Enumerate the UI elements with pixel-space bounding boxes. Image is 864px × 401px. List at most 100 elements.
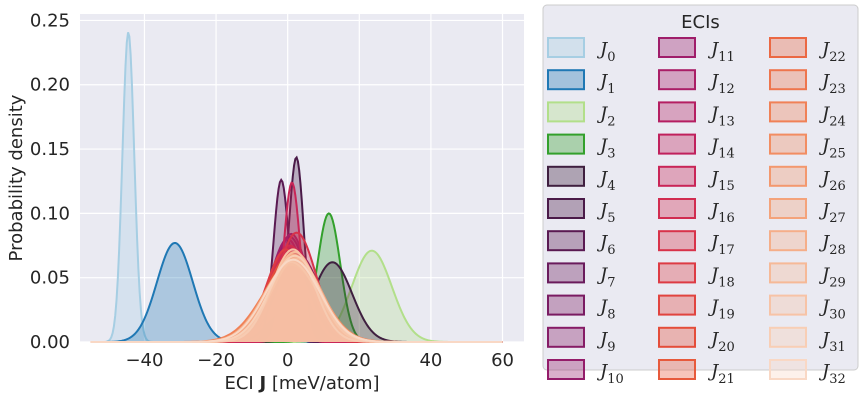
density-fill-J11 (90, 239, 503, 342)
density-fill-J14 (90, 246, 503, 342)
density-fill-J29 (90, 251, 503, 342)
legend-label-J31: J31 (818, 329, 846, 355)
x-tick-label: −40 (125, 350, 163, 371)
density-fill-J17 (90, 232, 503, 342)
legend-swatch-J32 (769, 359, 807, 380)
legend-label-J21: J21 (707, 361, 735, 387)
y-tick-label: 0.10 (30, 203, 70, 224)
y-tick-label: 0.25 (30, 10, 70, 31)
legend-frame (542, 4, 859, 371)
legend-label-J17: J17 (707, 232, 735, 258)
density-fill-J30 (90, 249, 503, 342)
legend-label-J20: J20 (707, 329, 735, 355)
x-tick-label: 60 (491, 350, 514, 371)
density-fill-J28 (90, 262, 503, 342)
density-fill-J32 (90, 259, 503, 342)
legend-swatch-J29 (769, 262, 807, 284)
y-tick-labels: 0.00 0.05 0.10 0.15 0.20 0.25 (30, 10, 70, 353)
legend-label-J24: J24 (818, 103, 846, 129)
legend-label-J4: J4 (596, 168, 616, 194)
legend-swatch-J16 (658, 198, 696, 219)
x-axis-label: ECI J [meV/atom] (224, 373, 379, 394)
legend-swatch-J13 (658, 101, 696, 123)
density-fill-J16 (90, 245, 503, 342)
legend: ECIs J0 J1 J2 J3 J4 J5 J6 J7 J8 J9 J10 J11 J12 J13 J14… (542, 4, 859, 387)
y-tick-label: 0.05 (30, 268, 70, 289)
density-fill-J21 (90, 257, 503, 342)
legend-label-J23: J23 (818, 71, 846, 97)
legend-label-J15: J15 (707, 168, 735, 194)
y-tick-label: 0.00 (30, 332, 70, 353)
legend-label-J8: J8 (596, 297, 616, 323)
x-tick-label: 40 (419, 350, 442, 371)
density-fill-J1 (90, 243, 503, 342)
legend-label-J1: J1 (596, 71, 616, 97)
density-fill-J22 (90, 259, 503, 342)
x-tick-labels: −40 −20 0 20 40 60 (125, 350, 514, 371)
legend-label-J16: J16 (707, 200, 735, 226)
legend-swatch-J20 (658, 326, 696, 348)
legend-swatch-J7 (547, 262, 585, 284)
legend-swatch-J26 (769, 165, 807, 187)
legend-entries: J0 J1 J2 J3 J4 J5 J6 J7 J8 J9 J10 J11 J12 J13 J14 J15 J1… (547, 37, 846, 387)
legend-label-J25: J25 (818, 136, 846, 162)
legend-swatch-J19 (658, 294, 696, 316)
legend-swatch-J2 (547, 101, 585, 123)
legend-label-J13: J13 (707, 103, 735, 129)
legend-swatch-J24 (769, 101, 807, 123)
legend-label-J5: J5 (596, 200, 616, 226)
legend-label-J9: J9 (596, 329, 616, 355)
legend-label-J10: J10 (596, 361, 624, 387)
density-fill-J0 (90, 32, 503, 343)
legend-label-J32: J32 (818, 361, 846, 387)
density-fill-J12 (90, 251, 503, 342)
legend-label-J7: J7 (596, 264, 616, 290)
density-fill-J31 (90, 255, 503, 342)
legend-label-J18: J18 (707, 264, 735, 290)
density-series (90, 32, 503, 343)
legend-label-J3: J3 (596, 136, 616, 162)
legend-label-J19: J19 (707, 297, 735, 323)
density-fill-J9 (90, 236, 503, 342)
legend-swatch-J4 (547, 165, 585, 187)
density-fill-J19 (90, 251, 503, 342)
legend-label-J28: J28 (818, 232, 846, 258)
legend-swatch-J30 (769, 294, 807, 316)
legend-swatch-J9 (547, 326, 585, 348)
legend-swatch-J18 (658, 262, 696, 284)
legend-label-J29: J29 (818, 264, 846, 290)
legend-label-J22: J22 (818, 39, 846, 65)
legend-label-J2: J2 (596, 103, 616, 129)
legend-label-J6: J6 (596, 232, 616, 258)
legend-swatch-J17 (658, 230, 696, 252)
plot-background (80, 14, 524, 342)
legend-swatch-J3 (547, 133, 585, 155)
legend-swatch-J28 (769, 230, 807, 252)
density-fill-J26 (90, 254, 503, 342)
legend-label-J30: J30 (818, 297, 846, 323)
legend-swatch-J15 (658, 165, 696, 187)
x-tick-label: 0 (282, 350, 293, 371)
legend-label-J0: J0 (596, 39, 616, 65)
density-fill-J18 (90, 249, 503, 342)
density-fill-J2 (90, 250, 503, 342)
legend-swatch-J10 (547, 359, 585, 380)
legend-label-J11: J11 (707, 39, 735, 65)
density-fill-J7 (90, 258, 503, 342)
plot-area (80, 14, 524, 343)
legend-swatch-J27 (769, 198, 807, 219)
legend-label-J12: J12 (707, 71, 735, 97)
legend-swatch-J1 (547, 69, 585, 91)
y-axis-label: Probability density (6, 94, 27, 261)
density-fill-J20 (90, 254, 503, 342)
y-tick-label: 0.15 (30, 139, 70, 160)
legend-swatch-J14 (658, 133, 696, 155)
density-fill-J24 (90, 264, 503, 342)
legend-swatch-J11 (658, 37, 696, 58)
density-fill-J10 (90, 233, 503, 342)
legend-swatch-J25 (769, 133, 807, 155)
legend-label-J14: J14 (707, 136, 735, 162)
legend-swatch-J23 (769, 69, 807, 91)
x-tick-label: −20 (197, 350, 235, 371)
